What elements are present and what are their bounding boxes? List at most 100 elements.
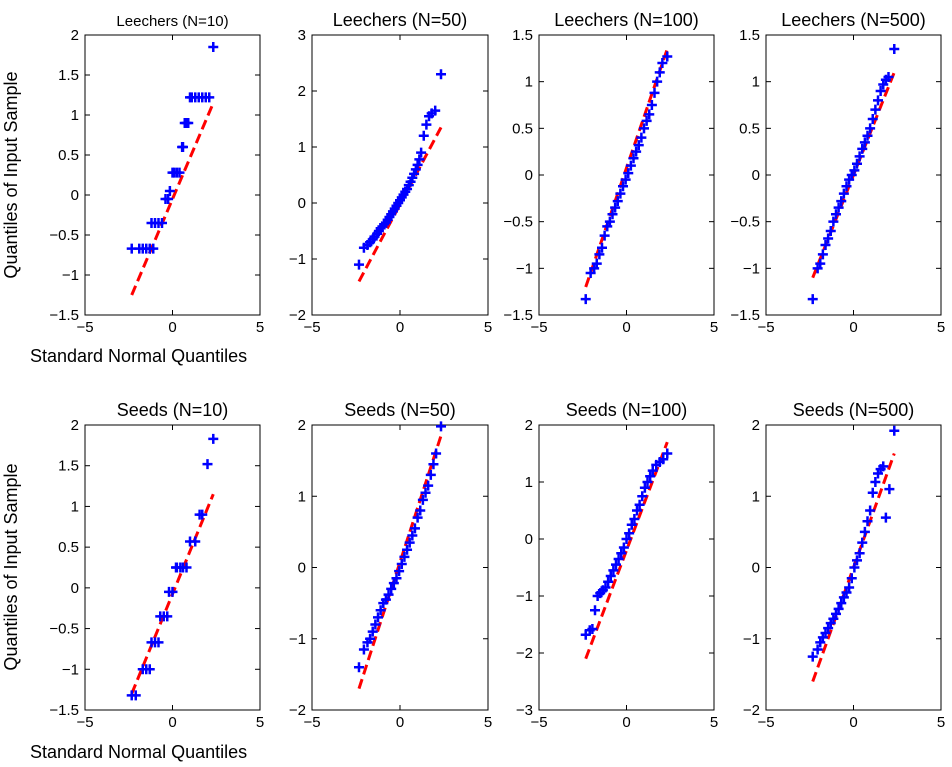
data-point: [870, 104, 881, 115]
y-tick-label: −1: [743, 260, 760, 277]
plot-title: Seeds (N=50): [344, 400, 456, 420]
data-point: [202, 459, 213, 470]
data-point: [178, 142, 188, 152]
data-point: [620, 174, 631, 185]
y-tick-label: −2: [743, 702, 760, 719]
data-point: [625, 160, 636, 171]
data-point: [631, 146, 642, 157]
plot-title: Leechers (N=500): [781, 10, 926, 30]
data-point: [649, 87, 660, 98]
data-point: [621, 534, 632, 544]
data-point: [642, 477, 653, 487]
data-point: [404, 537, 415, 548]
data-point: [375, 605, 386, 616]
y-tick-label: 1.5: [512, 27, 533, 44]
data-point: [820, 240, 831, 250]
data-point: [613, 553, 624, 564]
data-point: [597, 242, 607, 253]
data-point: [153, 637, 164, 648]
subplot-1: Leechers (N=10) −5 0 5 −1.5 −1 −0.5 0 0.5 1 1.5 2: [49, 13, 264, 336]
figure-ylabel-bottom: Quantiles of Input Sample: [1, 463, 21, 670]
y-tick-label: −0.5: [49, 621, 79, 638]
data-point: [878, 461, 889, 472]
data-point: [662, 448, 673, 459]
y-tick-label: 1: [298, 139, 306, 156]
data-point: [162, 611, 173, 622]
y-tick-label: 0: [525, 531, 533, 548]
data-point: [859, 137, 870, 148]
y-tick-label: 1: [752, 74, 760, 91]
data-point: [623, 168, 634, 179]
data-point: [889, 44, 900, 54]
data-point: [867, 487, 878, 498]
data-point: [652, 76, 663, 87]
data-point: [428, 459, 439, 470]
data-point: [616, 548, 627, 559]
subplot-8: Seeds (N=500) −5 0 5 −2 −1 0 1 2: [743, 400, 945, 731]
y-tick-label: 2: [71, 417, 79, 434]
data-point: [420, 487, 431, 498]
x-tick-label: 5: [710, 319, 718, 336]
y-tick-label: −2: [289, 307, 306, 324]
data-point: [807, 651, 818, 662]
data-point: [639, 482, 650, 493]
data-point: [626, 519, 637, 530]
y-tick-label: −1.5: [49, 307, 79, 324]
x-tick-label: −5: [303, 714, 320, 731]
data-point: [831, 209, 841, 220]
data-point: [880, 512, 891, 523]
data-point: [148, 243, 159, 254]
data-point: [823, 233, 834, 244]
subplot-3: Leechers (N=100) −5 0 5 −1.5 −1 −0.5 0 0.5 1 1.5: [503, 10, 718, 336]
data-point: [859, 526, 870, 537]
data-point: [884, 484, 895, 495]
x-tick-label: 0: [622, 319, 630, 336]
plot-title: Seeds (N=100): [566, 400, 688, 420]
data-point: [636, 132, 647, 143]
data-point: [628, 153, 639, 164]
data-point: [590, 605, 600, 616]
data-point: [815, 258, 826, 269]
data-point: [854, 151, 865, 162]
data-point: [833, 603, 844, 614]
data-point: [353, 259, 364, 270]
data-point: [838, 188, 849, 199]
data-point: [599, 230, 610, 241]
y-tick-label: 0: [752, 167, 760, 184]
data-point: [849, 562, 860, 573]
y-tick-label: −1.5: [503, 307, 533, 324]
data-point: [358, 644, 369, 655]
y-tick-label: 3: [298, 27, 306, 44]
x-tick-label: 0: [168, 319, 176, 336]
data-point: [639, 123, 649, 134]
data-point: [431, 448, 442, 459]
y-tick-label: −1: [62, 267, 79, 284]
x-tick-label: 0: [396, 714, 404, 731]
data-point: [612, 196, 623, 207]
y-tick-label: −3: [516, 702, 533, 719]
data-point: [208, 433, 219, 444]
data-point: [181, 562, 192, 573]
figure-ylabel-top: Quantiles of Input Sample: [1, 71, 21, 278]
data-point: [608, 565, 619, 576]
y-tick-label: 1: [525, 474, 533, 491]
reference-line: [584, 441, 669, 660]
x-tick-label: 5: [937, 714, 945, 731]
y-tick-label: 1: [71, 498, 79, 515]
data-point: [662, 51, 673, 62]
data-point: [654, 67, 665, 78]
data-point: [611, 559, 621, 570]
data-point: [407, 530, 418, 541]
data-point: [624, 528, 635, 539]
y-tick-label: −0.5: [730, 214, 760, 231]
data-point: [629, 514, 640, 525]
data-point: [828, 216, 839, 227]
data-point: [353, 662, 364, 673]
y-tick-label: 1.5: [58, 67, 79, 84]
data-point: [157, 218, 167, 228]
y-tick-label: 2: [525, 417, 533, 434]
y-tick-label: 0: [525, 167, 533, 184]
data-point: [865, 505, 876, 516]
data-point: [846, 573, 857, 584]
y-tick-label: −1: [289, 251, 306, 268]
